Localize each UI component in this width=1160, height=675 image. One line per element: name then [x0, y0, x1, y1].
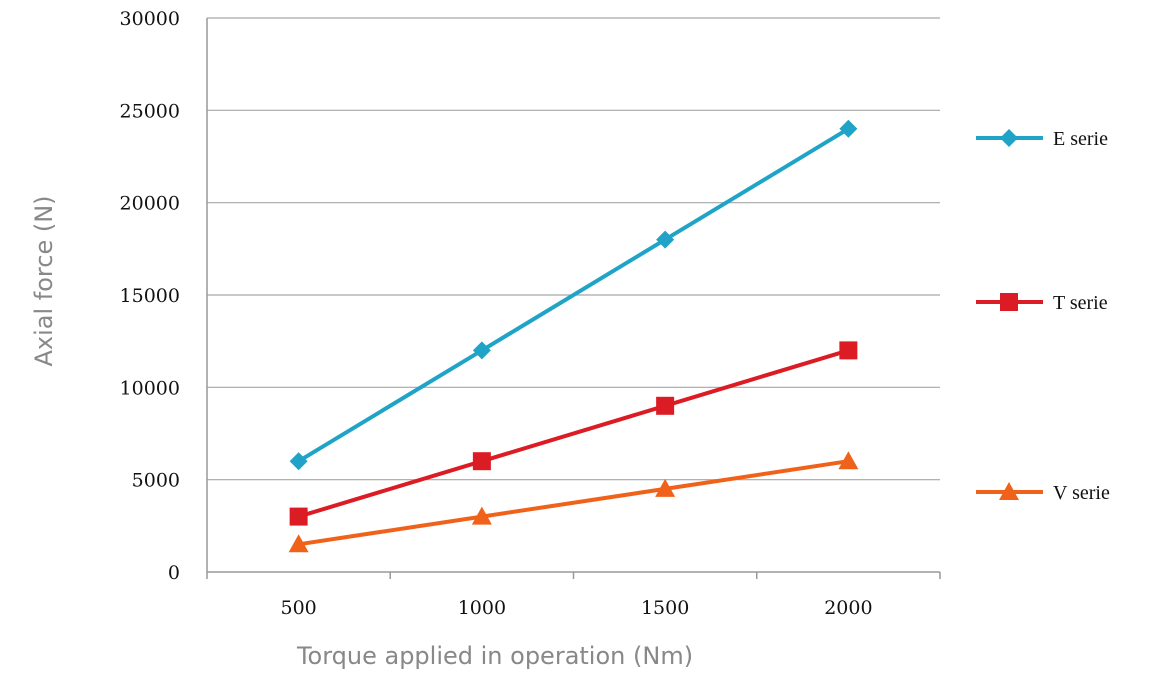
- series-diamond: [289, 119, 858, 471]
- legend-item: E serie: [976, 128, 1108, 150]
- legend-label: E serie: [1053, 128, 1108, 150]
- data-point-square: [839, 341, 858, 360]
- legend-marker-diamond: [1000, 129, 1018, 147]
- data-point-diamond: [839, 119, 858, 138]
- x-tick-label: 500: [280, 597, 316, 619]
- legend-marker-triangle: [999, 482, 1019, 500]
- series-line: [298, 348, 849, 519]
- series-line: [298, 459, 849, 547]
- series-line: [297, 127, 850, 463]
- data-point-triangle: [288, 534, 309, 553]
- legend: E serie T serie V serie: [976, 128, 1110, 504]
- x-tick-label: 1500: [641, 597, 689, 619]
- data-point-square: [289, 507, 308, 526]
- data-point-triangle: [471, 506, 492, 525]
- y-tick-labels: 0 5000 10000 15000 20000 25000 30000: [120, 8, 180, 584]
- data-point-diamond: [289, 452, 308, 471]
- x-tick-marks: [206, 572, 941, 579]
- data-point-triangle: [838, 451, 859, 470]
- y-tick-label: 5000: [132, 470, 180, 492]
- legend-marker-square: [1000, 293, 1018, 311]
- x-tick-labels: 500 1000 1500 2000: [280, 597, 872, 619]
- legend-item: V serie: [976, 482, 1110, 504]
- data-point-square: [656, 396, 675, 415]
- y-tick-label: 10000: [120, 377, 180, 399]
- data-point-square: [472, 452, 491, 471]
- data-point-diamond: [656, 230, 675, 249]
- y-tick-label: 30000: [120, 8, 180, 30]
- y-tick-label: 15000: [120, 285, 180, 307]
- legend-item: T serie: [976, 292, 1108, 314]
- x-tick-label: 1000: [458, 597, 506, 619]
- y-tick-label: 25000: [120, 100, 180, 122]
- x-tick-label: 2000: [824, 597, 872, 619]
- x-axis-title: Torque applied in operation (Nm): [296, 642, 693, 670]
- legend-label: V serie: [1053, 482, 1110, 504]
- grid-lines: [207, 17, 940, 481]
- series-group: [288, 119, 859, 553]
- y-tick-label: 20000: [120, 193, 180, 215]
- data-point-triangle: [655, 478, 676, 497]
- y-axis-title: Axial force (N): [30, 195, 58, 366]
- legend-label: T serie: [1053, 292, 1108, 314]
- series-square: [289, 341, 858, 526]
- y-tick-label: 0: [168, 562, 180, 584]
- data-point-diamond: [472, 341, 491, 360]
- series-triangle: [288, 451, 859, 553]
